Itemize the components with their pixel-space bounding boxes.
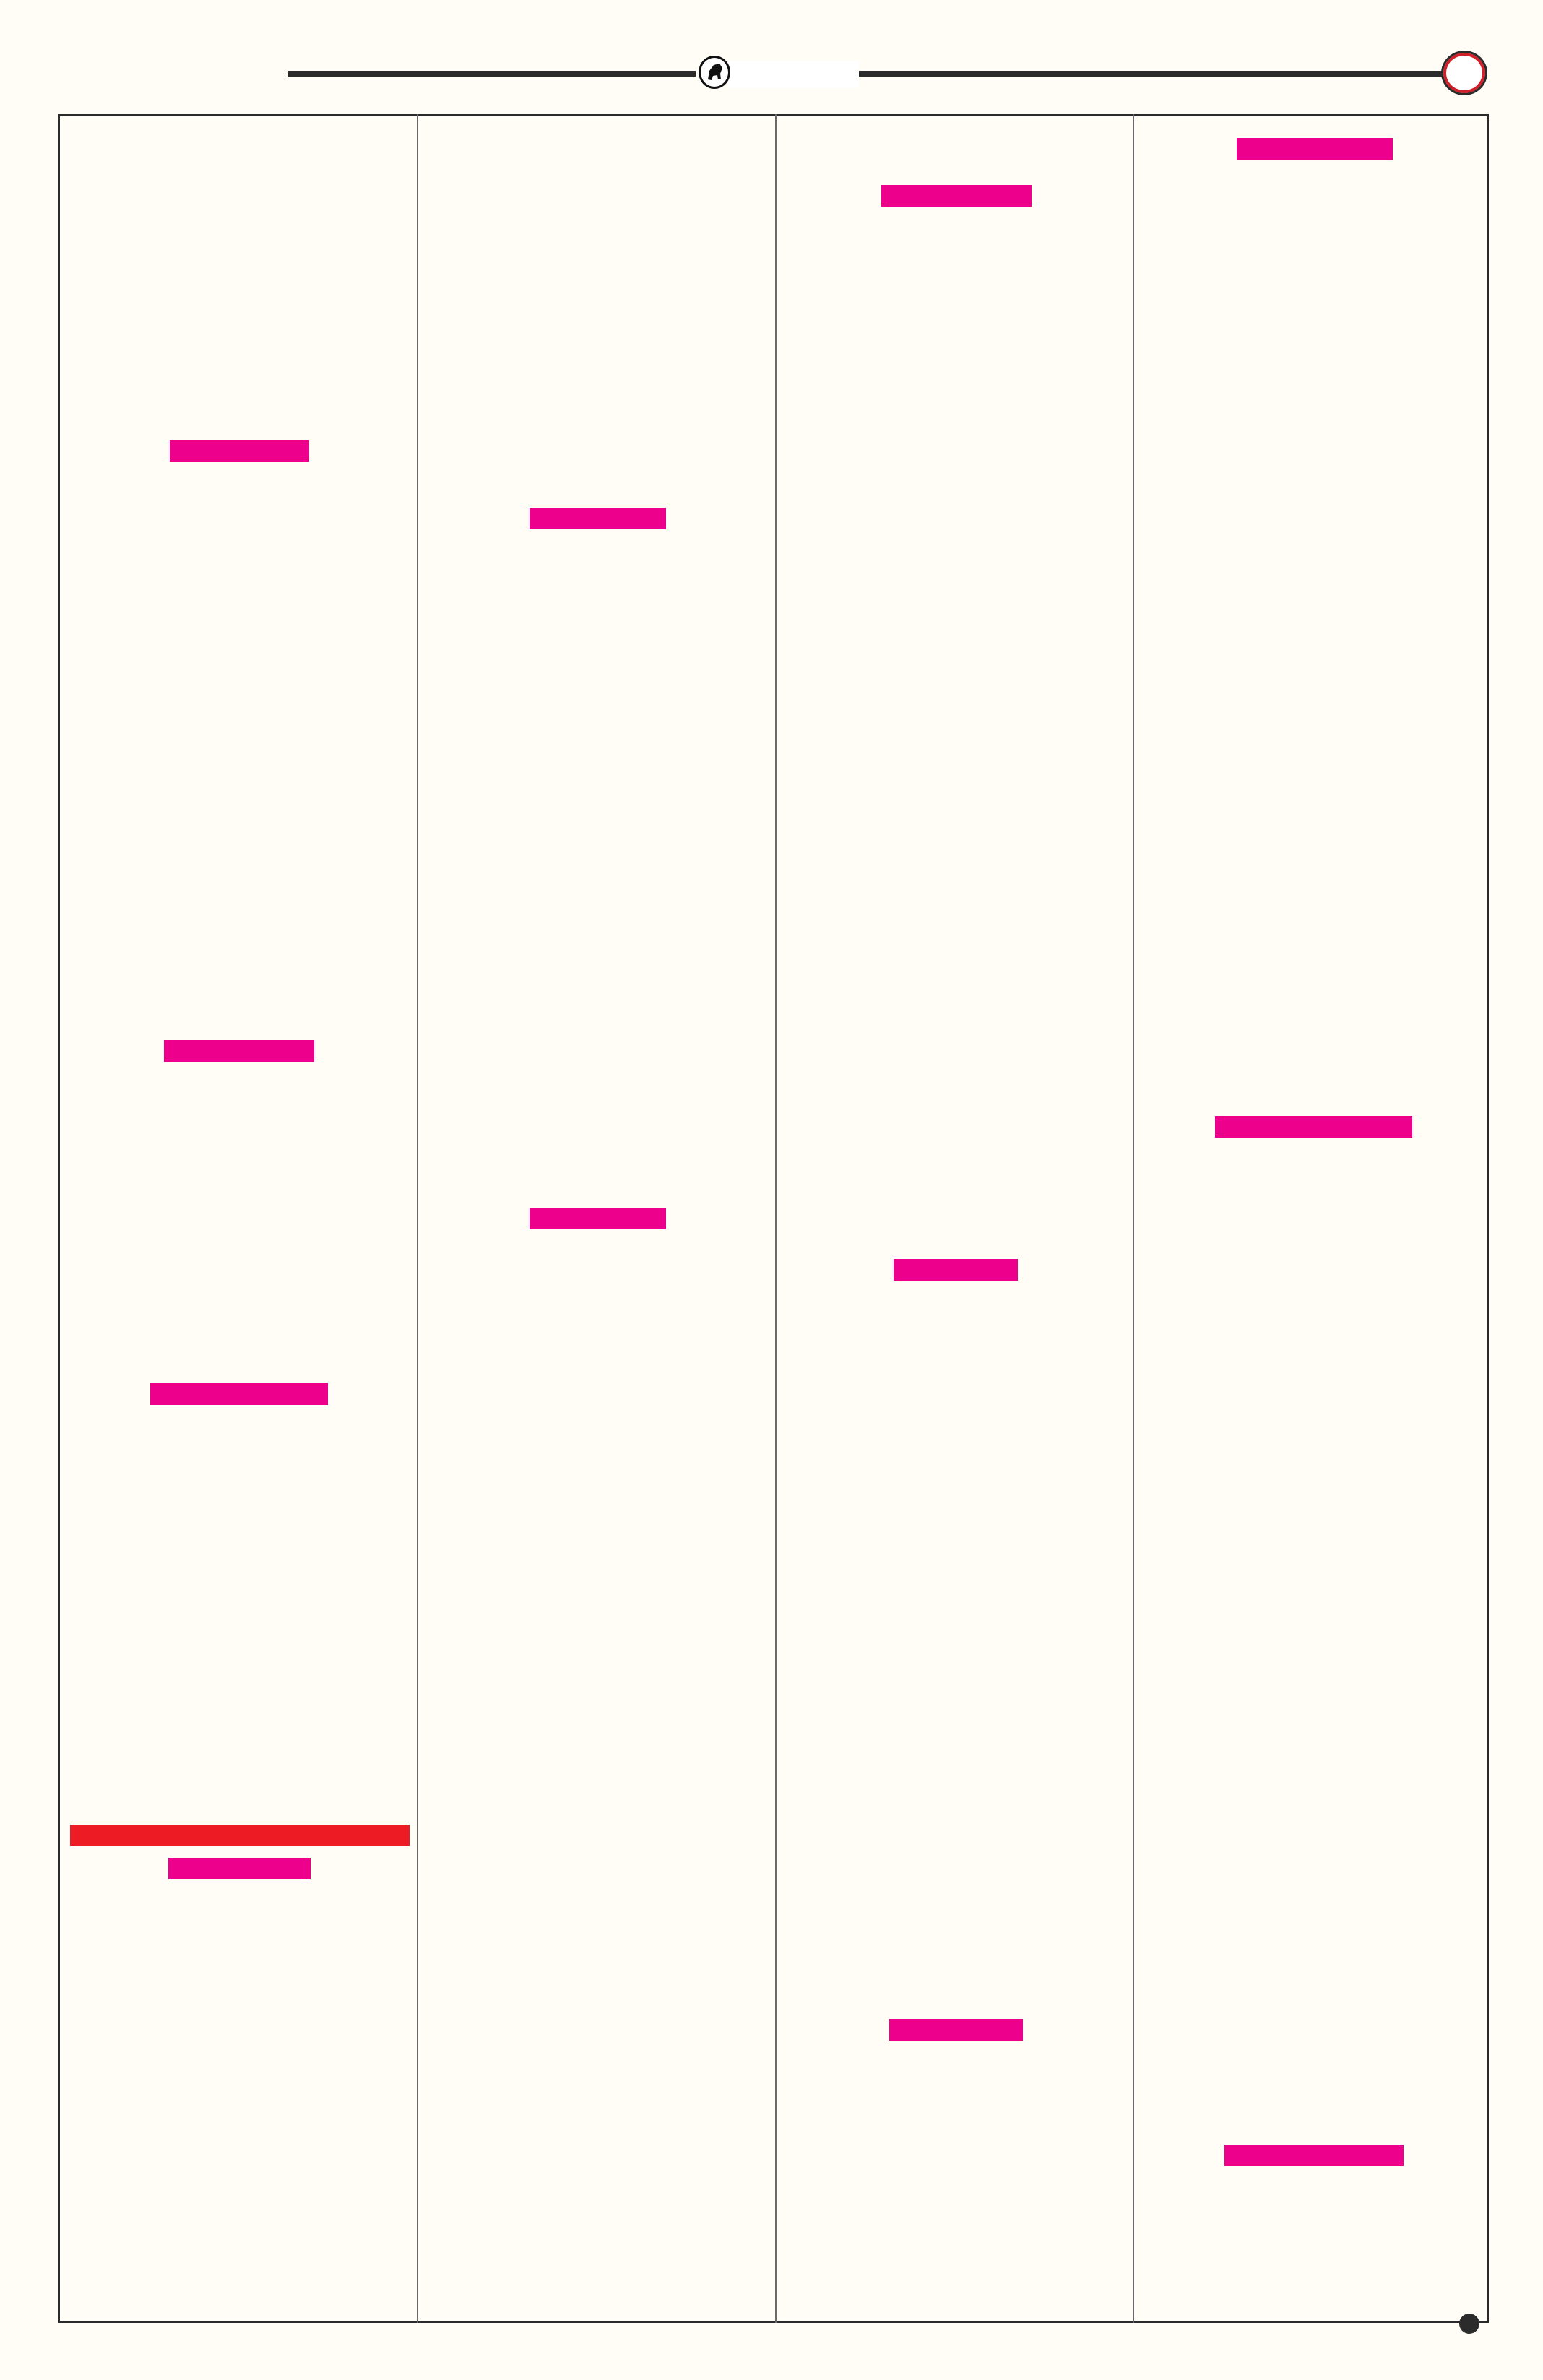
placeholder-bar [1215,1116,1412,1138]
column-divider [775,114,777,2323]
placeholder-bar [150,1383,328,1405]
placeholder-bar [164,1040,314,1062]
highlight-bar [70,1825,410,1846]
bull-emblem-icon [699,56,730,89]
dot-icon [1459,2314,1479,2334]
header-rule-right [859,71,1444,77]
placeholder-bar [881,185,1032,207]
header-label-box [728,61,859,88]
placeholder-bar [170,440,309,462]
red-ring-icon [1441,51,1487,95]
content-frame [58,114,1489,2323]
placeholder-bar [894,1259,1018,1281]
placeholder-bar [889,2019,1023,2041]
column-divider [417,114,418,2323]
placeholder-bar [1237,138,1393,160]
placeholder-bar [168,1858,311,1879]
header-rule-left [288,71,696,77]
placeholder-bar [530,1208,666,1229]
placeholder-bar [1224,2145,1404,2166]
column-divider [1133,114,1134,2323]
placeholder-bar [530,508,666,529]
